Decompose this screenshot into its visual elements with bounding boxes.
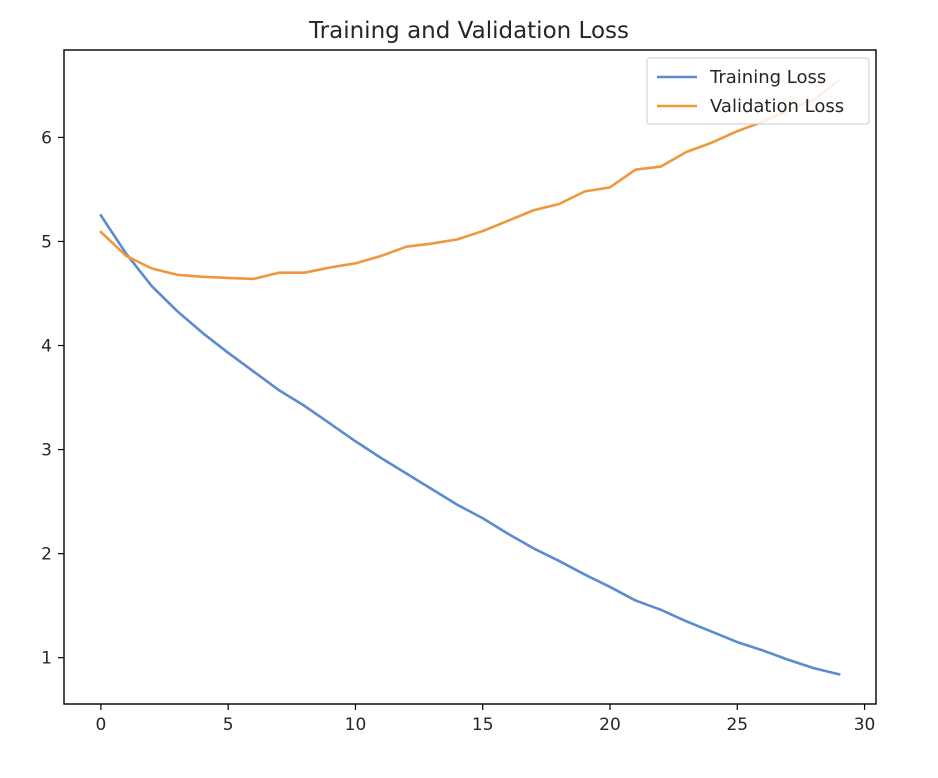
x-tick-label: 25	[726, 715, 748, 735]
y-tick-label: 2	[41, 545, 52, 565]
legend-label-1: Validation Loss	[710, 96, 844, 117]
series-line-1	[99, 78, 841, 281]
y-tick-label: 3	[41, 441, 52, 461]
plot-frame	[63, 49, 877, 705]
x-tick-label: 15	[472, 715, 494, 735]
y-tick-label: 1	[41, 649, 52, 669]
series-line-0	[99, 213, 841, 676]
y-tick-label: 4	[41, 337, 52, 357]
y-tick-label: 5	[41, 232, 52, 252]
legend-box	[646, 57, 870, 125]
x-tick-label: 30	[854, 715, 876, 735]
plot-area	[99, 78, 841, 676]
x-tick-label: 20	[599, 715, 621, 735]
legend: Training Loss Validation Loss	[646, 57, 870, 125]
x-tick-label: 10	[345, 715, 367, 735]
chart-title: Training and Validation Loss	[308, 18, 629, 44]
legend-label-0: Training Loss	[709, 67, 826, 88]
x-tick-label: 5	[223, 715, 234, 735]
y-tick-label: 6	[41, 128, 52, 148]
axes: 0 5 10 15 20 25 30 1 2 3 4 5 6	[41, 49, 877, 735]
x-tick-label: 0	[95, 715, 106, 735]
